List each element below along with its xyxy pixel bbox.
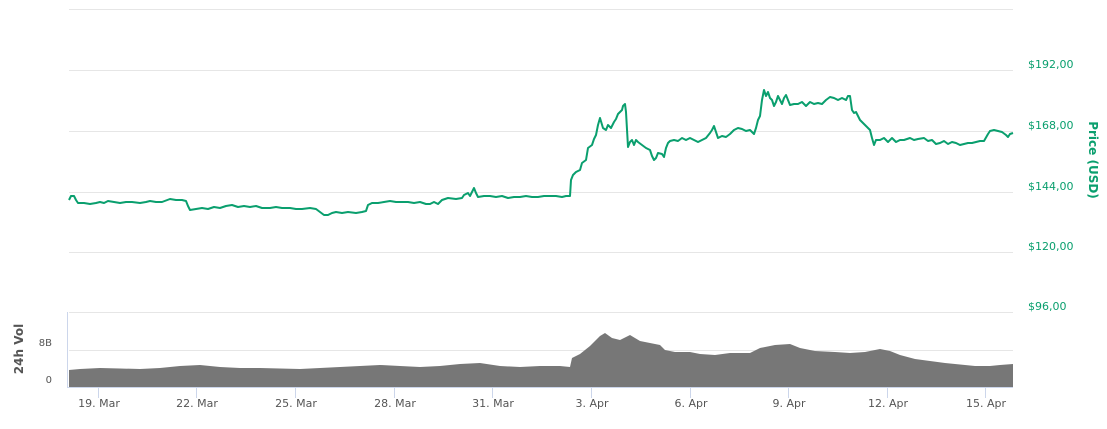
price-axis-title: Price (USD)	[1086, 121, 1100, 199]
x-tick-31-mar: 31. Mar	[472, 397, 514, 410]
price-tick-192: $192,00	[1028, 58, 1074, 71]
x-tick-9-apr: 9. Apr	[772, 397, 806, 410]
x-tick-19-mar: 19. Mar	[78, 397, 120, 410]
price-tick-144: $144,00	[1028, 180, 1074, 193]
x-tick-12-apr: 12. Apr	[867, 397, 909, 410]
x-tick-15-apr: 15. Apr	[965, 397, 1007, 410]
x-tick-6-apr: 6. Apr	[674, 397, 708, 410]
volume-tick-8b: 8B	[38, 338, 52, 349]
price-tick-168: $168,00	[1028, 119, 1074, 132]
price-tick-120: $120,00	[1028, 240, 1074, 253]
price-tick-96: $96,00	[1028, 300, 1067, 313]
volume-tick-0: 0	[45, 375, 52, 386]
volume-area	[69, 333, 1013, 387]
volume-axis-title: 24h Vol	[12, 323, 26, 375]
x-axis-ticks	[98, 388, 986, 398]
x-tick-22-mar: 22. Mar	[176, 397, 218, 410]
price-gridlines	[69, 9, 1013, 313]
x-tick-25-mar: 25. Mar	[275, 397, 317, 410]
price-line	[68, 89, 1014, 216]
x-tick-3-apr: 3. Apr	[575, 397, 609, 410]
x-tick-28-mar: 28. Mar	[374, 397, 416, 410]
